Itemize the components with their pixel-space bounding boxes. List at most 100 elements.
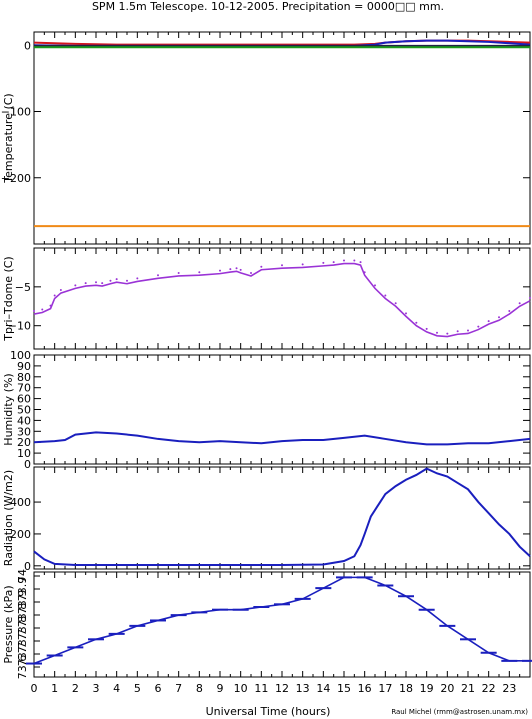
y-tick-label-humidity: 90 <box>17 360 31 373</box>
y-tick-label-pressure: 73.8 <box>16 616 29 641</box>
y-tick-label-humidity: 60 <box>17 393 31 406</box>
credit-text: Raul Michel (rmm@astrosen.unam.mx) <box>391 708 528 716</box>
data-point <box>363 271 366 274</box>
x-tick-label: 22 <box>482 682 496 695</box>
x-tick-label: 15 <box>337 682 351 695</box>
data-point <box>374 284 376 287</box>
data-point <box>260 265 263 268</box>
data-point <box>229 268 232 271</box>
data-point <box>477 325 480 328</box>
data-point <box>136 277 139 280</box>
data-point <box>301 263 304 266</box>
data-point <box>394 302 397 305</box>
data-point <box>487 320 490 323</box>
y-tick-label-humidity: 40 <box>17 414 31 427</box>
data-point <box>235 267 238 270</box>
data-point <box>529 296 531 299</box>
y-tick-label-humidity: 50 <box>17 404 31 417</box>
data-point <box>353 259 356 262</box>
x-tick-label: 13 <box>296 682 310 695</box>
y-tick-label-humidity: 10 <box>17 447 31 460</box>
y-tick-label-humidity: 20 <box>17 436 31 449</box>
data-point <box>177 271 180 274</box>
series-line-humidity-blue <box>33 431 531 446</box>
data-point <box>384 294 387 297</box>
data-point <box>219 269 221 272</box>
y-axis-title-radiation: Radiation (W/m2) <box>2 470 15 566</box>
y-tick-label-temperature: −200 <box>1 172 31 185</box>
data-point <box>446 332 449 335</box>
panel-frame-tpri <box>33 247 531 350</box>
x-tick-label: 17 <box>378 682 392 695</box>
y-tick-label-pressure: 73.6 <box>16 655 29 680</box>
data-point <box>436 331 438 334</box>
y-axis-title-pressure: Pressure (kPa) <box>2 585 15 663</box>
data-point <box>33 310 35 313</box>
data-point <box>359 261 362 264</box>
x-axis-title: Universal Time (hours) <box>206 705 331 718</box>
data-point <box>332 261 335 264</box>
data-point <box>115 278 118 281</box>
data-point <box>343 259 345 262</box>
data-point <box>456 330 459 333</box>
data-point <box>467 329 469 332</box>
panel-frame-humidity <box>33 354 531 465</box>
x-tick-label: 10 <box>234 682 248 695</box>
x-tick-label: 12 <box>275 682 289 695</box>
panel-frame-pressure <box>33 571 531 678</box>
chart-title: SPM 1.5m Telescope. 10-12-2005. Precipit… <box>92 0 444 13</box>
x-tick-label: 19 <box>420 682 434 695</box>
data-point <box>498 316 500 319</box>
y-tick-label-pressure: 73.9 <box>16 590 29 615</box>
x-tick-label: 1 <box>51 682 58 695</box>
y-tick-label-humidity: 80 <box>17 371 31 384</box>
y-tick-label-pressure: 73.8 <box>16 603 29 628</box>
data-point <box>53 294 56 297</box>
x-tick-label: 6 <box>155 682 162 695</box>
x-tick-label: 5 <box>134 682 141 695</box>
data-point <box>198 271 201 274</box>
y-tick-label-humidity: 30 <box>17 425 31 438</box>
y-tick-label-pressure: 73.7 <box>16 642 29 667</box>
y-tick-label-tpri: −10 <box>8 320 31 333</box>
data-point <box>281 264 283 267</box>
y-tick-label-tpri: −5 <box>15 281 31 294</box>
y-tick-label-radiation: 400 <box>10 496 31 509</box>
series-line-pressure <box>33 576 530 665</box>
y-axis-title-tpri: Tpri–Tdome (C) <box>2 256 15 341</box>
panel-frame-temperature <box>33 31 531 245</box>
data-point <box>126 279 128 282</box>
x-tick-label: 18 <box>399 682 413 695</box>
x-tick-label: 11 <box>254 682 268 695</box>
data-point <box>250 271 252 274</box>
data-point <box>59 289 62 292</box>
series-line-radiation-blue <box>33 467 531 567</box>
data-point <box>518 302 521 305</box>
y-tick-label-temperature: −100 <box>1 106 31 119</box>
x-tick-label: 23 <box>502 682 516 695</box>
y-tick-label-radiation: 0 <box>24 560 31 573</box>
y-tick-label-humidity: 0 <box>24 458 31 471</box>
x-tick-label: 21 <box>461 682 475 695</box>
data-point <box>95 281 97 284</box>
data-point <box>41 308 44 311</box>
series-line-tpri <box>33 262 531 338</box>
x-tick-label: 4 <box>113 682 120 695</box>
x-tick-label: 20 <box>440 682 454 695</box>
y-tick-label-radiation: 200 <box>10 528 31 541</box>
y-tick-label-pressure: 73.9 <box>16 577 29 602</box>
data-point <box>84 282 87 285</box>
data-point <box>157 274 159 277</box>
x-tick-label: 14 <box>316 682 330 695</box>
y-tick-label-temperature: 0 <box>24 39 31 52</box>
data-point <box>415 321 418 324</box>
data-point <box>425 327 428 330</box>
y-tick-label-humidity: 100 <box>10 349 31 362</box>
y-tick-label-pressure: 73.7 <box>16 629 29 654</box>
data-point <box>239 268 242 271</box>
x-tick-label: 2 <box>72 682 79 695</box>
x-tick-label: 9 <box>217 682 224 695</box>
y-axis-title-humidity: Humidity (%) <box>2 373 15 445</box>
